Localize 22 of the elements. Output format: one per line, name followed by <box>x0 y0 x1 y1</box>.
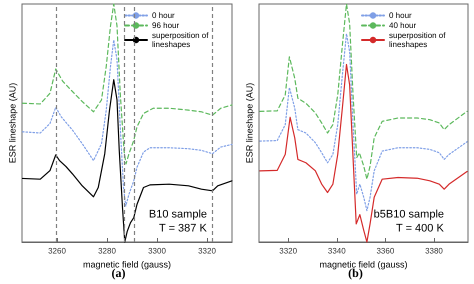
legend-label: 0 hour <box>152 11 176 20</box>
annotation: B10 sample <box>148 208 208 220</box>
annotation: T = 400 K <box>396 222 444 234</box>
annotation: b5B10 sample <box>374 208 444 220</box>
x-tick-label: 3320 <box>198 246 216 256</box>
x-tick-label: 3380 <box>425 246 444 256</box>
annotation: T = 387 K <box>159 222 208 234</box>
x-axis-title: magnetic field (gauss) <box>82 260 172 270</box>
legend-label: superposition of lineshapes <box>152 31 211 49</box>
legend-label: 0 hour <box>389 11 412 20</box>
x-tick-label: 3300 <box>148 246 166 256</box>
legend-label: superposition of lineshapes <box>389 31 448 49</box>
y-axis-title: ESR lineshape (AU) <box>8 82 18 164</box>
x-axis-title: magnetic field (gauss) <box>319 260 408 270</box>
legend-label: 40 hour <box>389 21 416 30</box>
x-tick-label: 3340 <box>328 246 346 256</box>
x-tick-label: 3280 <box>98 246 116 256</box>
x-tick-label: 3320 <box>279 246 298 256</box>
x-tick-label: 3360 <box>376 246 395 256</box>
x-tick-label: 3260 <box>48 246 66 256</box>
y-axis-title: ESR lineshape (AU) <box>244 82 254 164</box>
legend-label: 96 hour <box>152 21 180 30</box>
